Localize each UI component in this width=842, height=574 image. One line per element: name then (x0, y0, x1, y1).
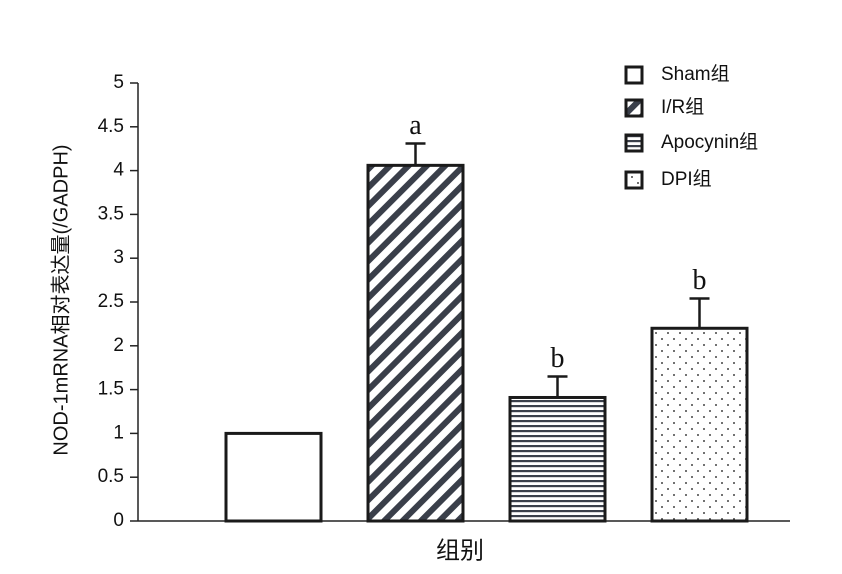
legend-swatch (624, 133, 644, 153)
significance-label: b (693, 265, 707, 296)
legend-label: I/R组 (661, 96, 704, 118)
y-tick-label: 0 (113, 510, 124, 531)
legend-label: Sham组 (661, 63, 730, 85)
bar (508, 395, 607, 523)
y-tick-label: 1.5 (98, 379, 124, 400)
legend-swatch (624, 98, 644, 118)
y-tick-label: 0.5 (98, 466, 124, 487)
legend-swatch (624, 65, 644, 85)
y-axis-label: NOD-1mRNA相对表达量(/GADPH) (49, 144, 72, 455)
legend-label: Apocynin组 (661, 131, 758, 153)
y-tick-label: 2 (113, 335, 124, 356)
bar (650, 326, 749, 523)
significance-label: a (409, 110, 422, 141)
legend-swatch (624, 170, 644, 190)
y-tick-label: 5 (113, 72, 124, 93)
bar (366, 163, 465, 523)
x-axis-label: 组别 (436, 537, 484, 564)
y-tick-label: 4.5 (98, 116, 124, 137)
y-tick-label: 4 (113, 160, 124, 181)
bar (224, 431, 323, 523)
y-tick-label: 2.5 (98, 291, 124, 312)
y-tick-label: 3 (113, 247, 124, 268)
y-tick-label: 3.5 (98, 203, 124, 224)
legend-label: DPI组 (661, 168, 712, 190)
significance-label: b (551, 343, 565, 374)
y-tick-label: 1 (113, 422, 124, 443)
